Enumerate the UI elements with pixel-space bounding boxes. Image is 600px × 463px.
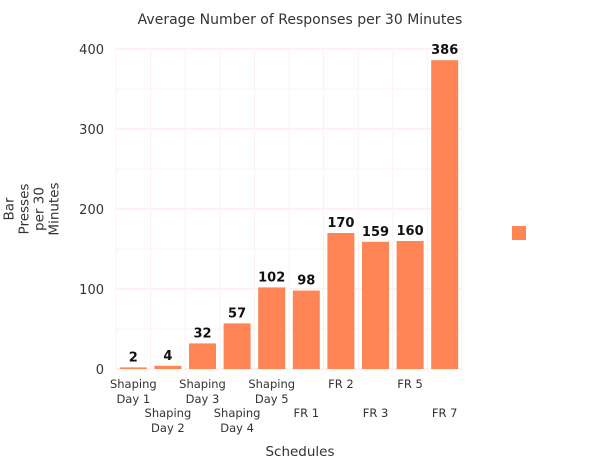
legend-swatch xyxy=(512,226,526,240)
data-label: 386 xyxy=(431,43,458,58)
data-label: 2 xyxy=(129,350,138,365)
x-tick-label: Day 3 xyxy=(186,392,220,406)
x-tick-label: FR 2 xyxy=(328,377,354,391)
y-tick-label: 200 xyxy=(79,203,104,218)
x-tick-label: FR 1 xyxy=(294,406,320,420)
y-tick-label: 300 xyxy=(79,123,104,138)
y-axis-label-line: Minutes xyxy=(47,182,63,235)
x-tick-label: Day 1 xyxy=(116,392,150,406)
data-label: 98 xyxy=(297,274,315,289)
bar xyxy=(154,365,182,369)
data-label: 170 xyxy=(327,216,354,231)
bar xyxy=(362,241,389,369)
x-tick-label: Shaping xyxy=(248,377,295,391)
bar xyxy=(119,367,147,369)
y-tick-label: 400 xyxy=(79,43,104,58)
x-tick-label: Shaping xyxy=(110,377,157,391)
x-tick-label: FR 5 xyxy=(397,377,423,391)
bar xyxy=(189,343,216,369)
y-tick-label: 100 xyxy=(79,283,104,298)
bar xyxy=(292,290,320,369)
x-tick-label: Shaping xyxy=(214,406,261,420)
x-tick-label: Shaping xyxy=(179,377,226,391)
x-tick-label: Day 5 xyxy=(255,392,289,406)
y-axis-label-line: Presses xyxy=(17,184,33,235)
data-label: 32 xyxy=(193,326,211,341)
bar xyxy=(258,287,286,369)
data-label: 159 xyxy=(362,225,389,240)
bar xyxy=(223,323,251,369)
bar xyxy=(327,233,355,369)
y-axis-label-line: per 30 xyxy=(32,187,48,231)
x-tick-label: Shaping xyxy=(145,406,192,420)
y-axis-label: Bar Presses per 30 Minutes xyxy=(2,182,63,235)
data-label: 102 xyxy=(258,270,285,285)
x-tick-label: Day 2 xyxy=(151,421,185,435)
x-tick-label: FR 3 xyxy=(363,406,389,420)
y-axis-label-line: Bar xyxy=(2,197,18,221)
chart-title: Average Number of Responses per 30 Minut… xyxy=(138,12,463,28)
y-tick-label: 0 xyxy=(96,363,104,378)
x-axis-label: Schedules xyxy=(265,444,334,460)
bar xyxy=(396,241,424,369)
data-label: 4 xyxy=(163,349,172,364)
x-tick-label: FR 7 xyxy=(432,406,458,420)
bar xyxy=(431,60,459,369)
data-label: 57 xyxy=(228,306,246,321)
x-tick-label: Day 4 xyxy=(220,421,254,435)
data-label: 160 xyxy=(397,224,424,239)
